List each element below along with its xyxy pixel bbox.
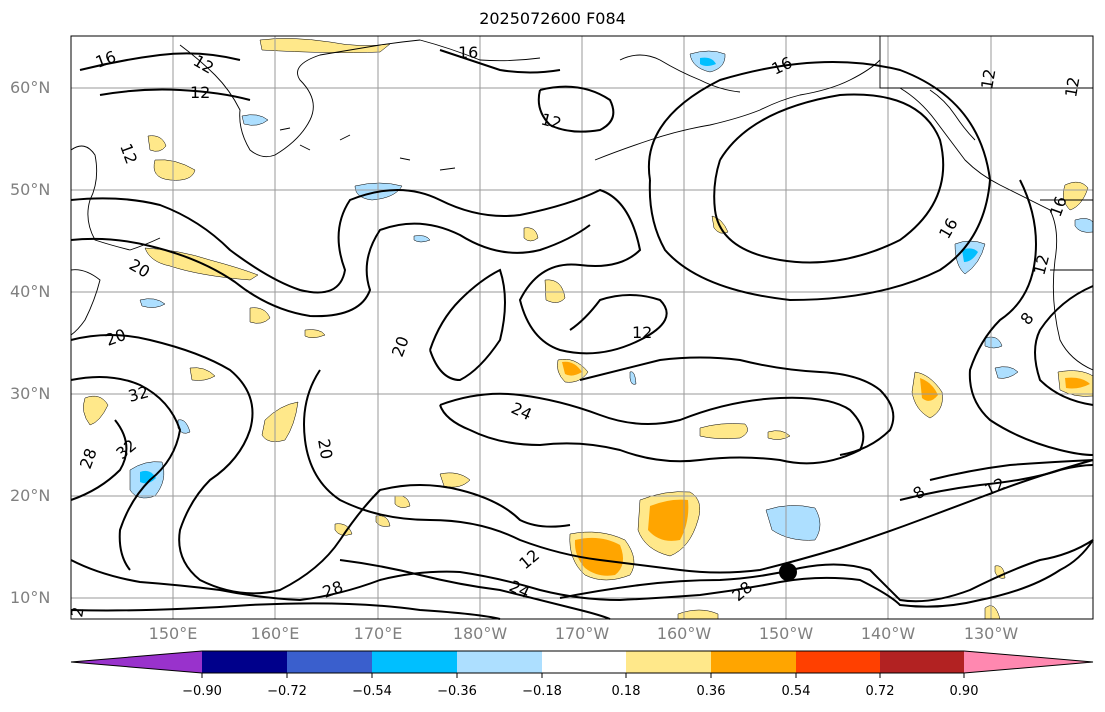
colorbar-tick-label: −0.54 [352, 684, 392, 699]
contour-label: 12 [190, 83, 210, 102]
colorbar-swatch [880, 651, 964, 673]
map-frame [70, 35, 1094, 620]
colorbar-swatch [287, 651, 372, 673]
lon-label: 150°W [758, 624, 814, 643]
lat-label: 30°N [10, 384, 51, 403]
colorbar-swatch [372, 651, 457, 673]
colorbar-extend-low [71, 651, 202, 673]
contour-label: 12 [539, 110, 564, 134]
location-marker [779, 563, 797, 581]
colorbar-tick-label: −0.36 [437, 684, 477, 699]
colorbar-tick-label: 0.18 [611, 684, 641, 699]
lat-label: 20°N [10, 486, 51, 505]
colorbar-swatch [202, 651, 287, 673]
coastlines [70, 36, 1094, 371]
colorbar-swatch [626, 651, 711, 673]
lon-label: 140°W [860, 624, 916, 643]
lon-label: 130°W [963, 624, 1019, 643]
lat-label: 10°N [10, 588, 51, 607]
colorbar-tick-label: 0.36 [696, 684, 726, 699]
colorbar-swatch [796, 651, 880, 673]
colorbar-swatch [711, 651, 796, 673]
colorbar-tick-label: −0.18 [522, 684, 562, 699]
gridlines [71, 36, 1093, 619]
lat-label: 60°N [10, 78, 51, 97]
contour-label: 12 [632, 323, 652, 342]
contour-lines [70, 49, 1094, 620]
colorbar-swatch [542, 651, 626, 673]
contour-label: 16 [458, 43, 478, 62]
lon-label: 170°E [353, 624, 403, 643]
colorbar-tick-label: 0.54 [781, 684, 811, 699]
contour-label: 20 [314, 437, 336, 460]
lat-label: 50°N [10, 180, 51, 199]
lon-label: 160°E [250, 624, 300, 643]
contour-label: 12 [1061, 75, 1083, 98]
colorbar [70, 650, 1094, 678]
colorbar-tick-label: −0.90 [182, 684, 222, 699]
contour-label: 32 [126, 382, 151, 406]
shaded-fields [83, 38, 1094, 620]
colorbar-tick-label: 0.72 [865, 684, 895, 699]
colorbar-swatch [457, 651, 542, 673]
contour-label: 2 [67, 605, 87, 618]
lon-label: 150°E [148, 624, 198, 643]
contour-label: 12 [1030, 252, 1054, 277]
colorbar-tick-label: 0.90 [949, 684, 979, 699]
lon-label: 180°W [452, 624, 508, 643]
colorbar-extend-high [964, 651, 1093, 673]
colorbar-tick-label: −0.72 [267, 684, 307, 699]
map-title: 2025072600 F084 [479, 9, 626, 28]
lon-label: 170°W [554, 624, 610, 643]
contour-label: 12 [977, 67, 999, 90]
lon-label: 160°W [656, 624, 712, 643]
lat-label: 40°N [10, 282, 51, 301]
